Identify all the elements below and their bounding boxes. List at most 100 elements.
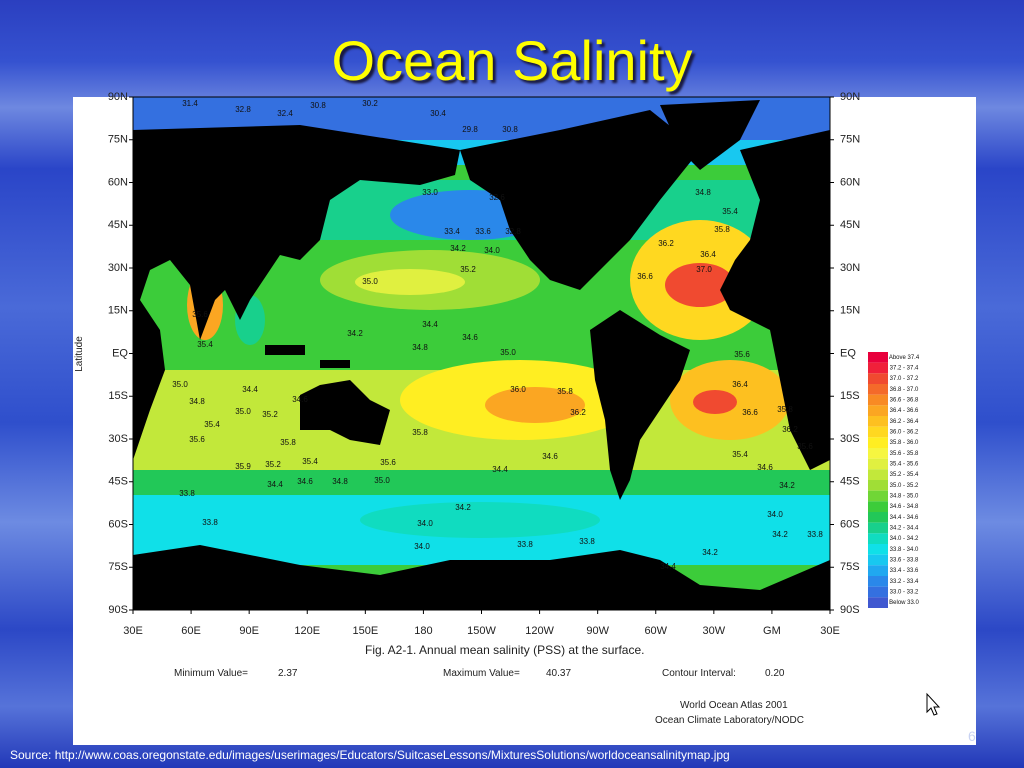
- contour-label: 30.2: [362, 99, 378, 108]
- lat-label: EQ: [112, 347, 128, 359]
- contour-label: 32.8: [235, 105, 251, 114]
- contour-label: 34.4: [492, 465, 508, 474]
- legend-label: 35.0 - 35.2: [890, 483, 919, 489]
- contour-label: 34.0: [484, 246, 500, 255]
- legend-label: 35.6 - 35.8: [890, 451, 919, 457]
- legend-label: 34.8 - 35.0: [890, 494, 919, 500]
- caption: Fig. A2-1. Annual mean salinity (PSS) at…: [365, 643, 644, 657]
- lat-label: 30N: [108, 262, 128, 274]
- contour-label: 34.2: [347, 329, 363, 338]
- eurasia: [133, 125, 460, 460]
- contour-label: 34.6: [462, 333, 478, 342]
- north-pacific-core: [355, 269, 465, 295]
- lon-label: GM: [763, 625, 781, 637]
- legend-swatch: [868, 352, 888, 363]
- contour-label: 34.6: [297, 477, 313, 486]
- legend-label: Above 37.4: [889, 355, 920, 361]
- lat-label: 60N: [108, 176, 128, 188]
- legend-label: 33.4 - 33.6: [890, 568, 919, 574]
- interval-label: Contour Interval:: [662, 668, 736, 679]
- legend-swatch: [868, 384, 888, 395]
- contour-label: 34.2: [772, 530, 788, 539]
- contour-label: 34.8: [332, 477, 348, 486]
- contour-label: 32.4: [277, 109, 293, 118]
- lat-label: EQ: [840, 347, 856, 359]
- lon-label: 90W: [586, 625, 609, 637]
- lon-label: 60E: [181, 625, 201, 637]
- southern-ocean-patch: [360, 502, 600, 538]
- y-axis-label: Latitude: [74, 336, 85, 372]
- contour-label: 33.8: [179, 489, 195, 498]
- contour-label: 31.4: [182, 99, 198, 108]
- lat-label: 60N: [840, 176, 860, 188]
- legend-swatch: [868, 362, 888, 374]
- lon-label: 120E: [294, 625, 320, 637]
- max-label: Maximum Value=: [443, 668, 520, 679]
- legend-label: 35.8 - 36.0: [890, 440, 919, 446]
- antarctica: [133, 545, 830, 610]
- lon-label: 180: [414, 625, 432, 637]
- contour-label: 35.0: [374, 476, 390, 485]
- contour-label: 37.0: [696, 265, 712, 274]
- legend-swatch: [868, 501, 888, 512]
- slide-title: Ocean Salinity: [331, 29, 693, 92]
- contour-label: 30.8: [502, 125, 518, 134]
- lat-label: 30N: [840, 262, 860, 274]
- lon-label: 30E: [820, 625, 840, 637]
- contour-label: 33.8: [517, 540, 533, 549]
- lon-label: 60W: [644, 625, 667, 637]
- legend-swatch: [868, 480, 888, 491]
- legend-label: Below 33.0: [889, 600, 919, 606]
- lat-label: 15N: [108, 305, 128, 317]
- contour-label: 35.4: [204, 420, 220, 429]
- north-america: [460, 110, 700, 290]
- min-label: Minimum Value=: [174, 668, 248, 679]
- contour-label: 34.8: [189, 397, 205, 406]
- lat-label: 90N: [840, 91, 860, 103]
- contour-label: 34.4: [242, 385, 258, 394]
- contour-label: 35.8: [557, 387, 573, 396]
- lat-label: 75S: [840, 561, 860, 573]
- legend-swatch: [868, 576, 888, 587]
- south-america: [590, 310, 690, 500]
- contour-label: 34.6: [542, 452, 558, 461]
- contour-label: 34.0: [417, 519, 433, 528]
- contour-label: 36.2: [782, 425, 798, 434]
- lat-label: 45S: [840, 476, 860, 488]
- legend-label: 36.0 - 36.2: [890, 430, 919, 436]
- legend-swatch: [868, 544, 888, 555]
- contour-label: 34.2: [455, 503, 471, 512]
- australia: [300, 380, 390, 445]
- contour-label: 33.0: [422, 188, 438, 197]
- legend-label: 35.4 - 35.6: [890, 462, 919, 468]
- min-value: 2.37: [278, 668, 298, 679]
- south-atlantic-core: [693, 390, 737, 414]
- lat-label: 60S: [840, 518, 860, 530]
- legend-swatch: [868, 437, 888, 448]
- contour-label: 35.4: [302, 457, 318, 466]
- new-guinea: [320, 360, 350, 368]
- lon-label: 150W: [467, 625, 496, 637]
- contour-label: 36.4: [732, 380, 748, 389]
- legend-label: 33.6 - 33.8: [890, 558, 919, 564]
- contour-label: 35.9: [235, 462, 251, 471]
- lon-label: 90E: [239, 625, 259, 637]
- greenland: [660, 100, 760, 170]
- contour-label: 35.6: [797, 442, 813, 451]
- legend-swatch: [868, 416, 888, 427]
- credit-line: World Ocean Atlas 2001: [680, 700, 788, 711]
- lon-label: 150E: [352, 625, 378, 637]
- lat-label: 45S: [108, 476, 128, 488]
- contour-label: 35.8: [280, 438, 296, 447]
- contour-label: 32.8: [505, 227, 521, 236]
- contour-label: 34.8: [412, 343, 428, 352]
- lat-label: 45N: [108, 219, 128, 231]
- contour-label: 35.6: [189, 435, 205, 444]
- interval-value: 0.20: [765, 668, 785, 679]
- contour-label: 35.0: [235, 407, 251, 416]
- legend-swatch: [868, 469, 888, 480]
- legend-swatch: [868, 533, 888, 544]
- lat-label: 15S: [840, 390, 860, 402]
- contour-label: 34.6: [292, 395, 308, 404]
- legend-swatch: [868, 373, 888, 384]
